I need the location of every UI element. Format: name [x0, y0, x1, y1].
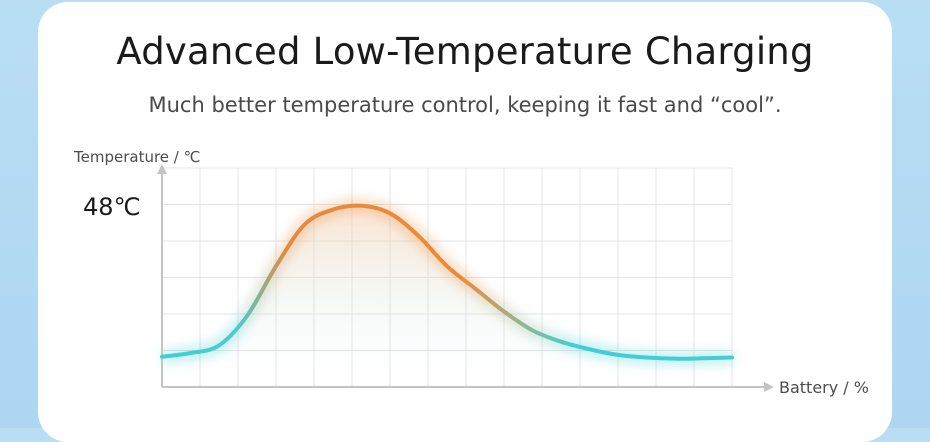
curve-area-glow: [162, 205, 732, 369]
x-axis-arrow-icon: [764, 382, 774, 392]
page-subtitle: Much better temperature control, keeping…: [148, 93, 782, 117]
x-axis-label: Battery / %: [779, 378, 869, 397]
y-axis-arrow-icon: [157, 164, 167, 174]
peak-temperature-label: 48℃: [83, 193, 141, 221]
chart-labels: Temperature / ℃ Battery / % 48℃: [73, 148, 869, 397]
temperature-line: [160, 203, 734, 361]
page-title: Advanced Low-Temperature Charging: [116, 30, 814, 73]
chart-axes: [157, 164, 774, 392]
y-axis-label: Temperature / ℃: [73, 148, 200, 166]
temperature-series: [160, 203, 734, 361]
temperature-chart: Temperature / ℃ Battery / % 48℃: [73, 148, 869, 397]
curve-glow: [161, 199, 733, 369]
